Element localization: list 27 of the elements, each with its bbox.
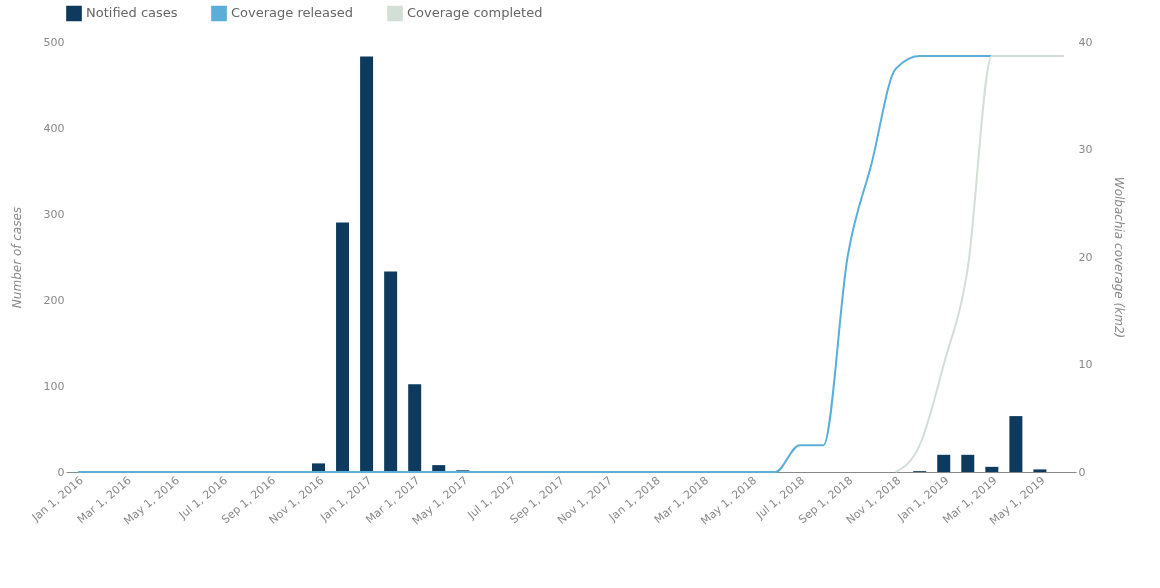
y-tick-label: 0 (57, 465, 65, 479)
bar (384, 271, 398, 472)
y2-axis-title: Wolbachia coverage (km2) (1112, 176, 1127, 339)
y-tick-label: 200 (43, 293, 65, 307)
y2-tick-label: 20 (1078, 250, 1093, 264)
y2-tick-label: 0 (1078, 465, 1086, 479)
y2-tick-label: 30 (1078, 143, 1093, 156)
bar (360, 56, 374, 472)
legend-label: Coverage completed (407, 5, 543, 21)
line-series (77, 54, 993, 473)
y2-tick-label: 10 (1078, 358, 1093, 371)
bar (985, 466, 999, 472)
y-tick-label: 300 (43, 207, 65, 221)
bar (1009, 416, 1023, 472)
y2-tick-label: 40 (1078, 35, 1093, 49)
y-tick-label: 400 (43, 121, 65, 135)
line-series (894, 54, 1065, 473)
y-tick-label: 500 (43, 35, 65, 49)
bar (937, 454, 951, 472)
legend-label: Notified cases (86, 5, 178, 21)
bar (1033, 469, 1047, 472)
bar (336, 222, 350, 472)
y-axis-title: Number of cases (9, 206, 24, 309)
bar (408, 384, 422, 472)
bar (961, 454, 975, 472)
legend-label: Coverage released (231, 5, 354, 21)
y-tick-label: 100 (43, 379, 65, 393)
